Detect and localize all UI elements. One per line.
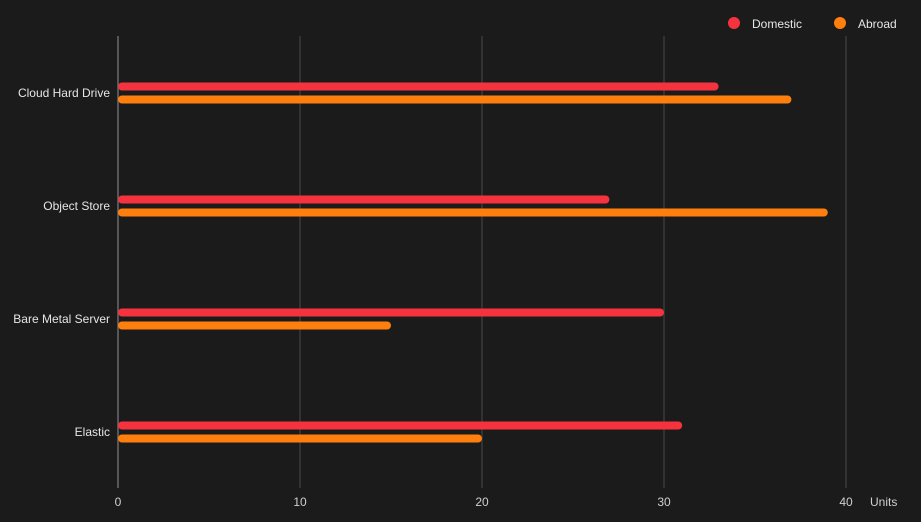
category-label: Bare Metal Server (13, 312, 110, 326)
bar-abroad[interactable] (118, 434, 482, 443)
category-labels: Cloud Hard Drive Object Store Bare Metal S… (13, 86, 110, 439)
x-tick-label: 30 (657, 495, 671, 509)
bar-abroad[interactable] (118, 321, 391, 330)
legend-label-domestic: Domestic (752, 17, 802, 31)
category-label: Elastic (75, 425, 110, 439)
category-label: Cloud Hard Drive (18, 86, 110, 100)
legend-label-abroad: Abroad (858, 17, 897, 31)
legend-item-domestic[interactable]: Domestic (728, 17, 802, 31)
bar-domestic[interactable] (118, 195, 610, 204)
legend-item-abroad[interactable]: Abroad (834, 17, 897, 31)
bar-abroad[interactable] (118, 95, 792, 104)
bar-abroad[interactable] (118, 208, 828, 217)
bar-domestic[interactable] (118, 308, 664, 317)
x-tick-labels: 0 10 20 30 40 (115, 495, 853, 509)
x-tick-label: 40 (839, 495, 853, 509)
legend-swatch-domestic (728, 17, 740, 29)
x-tick-label: 0 (115, 495, 122, 509)
grid-lines (117, 36, 847, 488)
legend[interactable]: Domestic Abroad (728, 17, 897, 31)
x-tick-label: 10 (293, 495, 307, 509)
bar-domestic[interactable] (118, 421, 683, 430)
bars (118, 82, 828, 443)
x-unit-label: Units (870, 495, 897, 509)
category-label: Object Store (43, 199, 110, 213)
legend-swatch-abroad (834, 17, 846, 29)
bar-domestic[interactable] (118, 82, 719, 91)
x-tick-label: 20 (475, 495, 489, 509)
